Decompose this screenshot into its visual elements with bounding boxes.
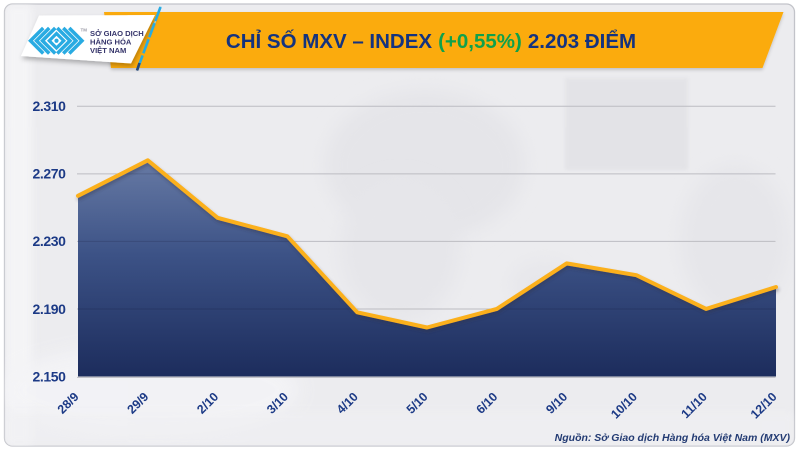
y-tick-label: 2.150 — [32, 368, 66, 384]
header-title-value: 2.203 ĐIỂM — [528, 30, 636, 53]
header-title: CHỈ SỐ MXV – INDEX (+0,55%) 2.203 ĐIỂM — [226, 29, 636, 53]
watermark-photo-patch — [565, 78, 688, 170]
logo-stripe-icon — [135, 6, 162, 71]
logo-stripe-tip — [135, 62, 141, 71]
y-tick-label: 2.310 — [32, 98, 66, 114]
watermark-bottom-band — [6, 412, 794, 446]
y-tick-label: 2.270 — [32, 166, 66, 182]
logo-org-line-1: SỞ GIAO DỊCH — [90, 29, 144, 38]
logo-trademark: TM — [81, 28, 88, 33]
header-banner — [104, 12, 784, 68]
logo-org-line-2: HÀNG HÓA — [90, 38, 132, 47]
y-tick-label: 2.230 — [32, 233, 66, 249]
mxv-logo-icon — [28, 26, 85, 55]
logo-org-line-3: VIỆT NAM — [90, 46, 126, 55]
header-title-main: CHỈ SỐ MXV – INDEX — [226, 29, 433, 53]
source-note: Nguồn: Sở Giao dịch Hàng hóa Việt Nam (M… — [555, 432, 791, 444]
logo-org-name: SỞ GIAO DỊCH HÀNG HÓA VIỆT NAM — [90, 29, 144, 55]
watermark-continent-3 — [680, 165, 790, 315]
header-title-change: (+0,55%) — [438, 30, 522, 53]
watermark-continent-2 — [340, 180, 460, 320]
mxv-logo-dot — [54, 38, 59, 43]
area-fill — [78, 160, 776, 377]
index-line — [76, 158, 778, 330]
y-tick-label: 2.190 — [32, 301, 66, 317]
header-banner-group: CHỈ SỐ MXV – INDEX (+0,55%) 2.203 ĐIỂM — [104, 12, 784, 68]
logo-group: TM SỞ GIAO DỊCH HÀNG HÓA VIỆT NAM — [21, 6, 162, 71]
